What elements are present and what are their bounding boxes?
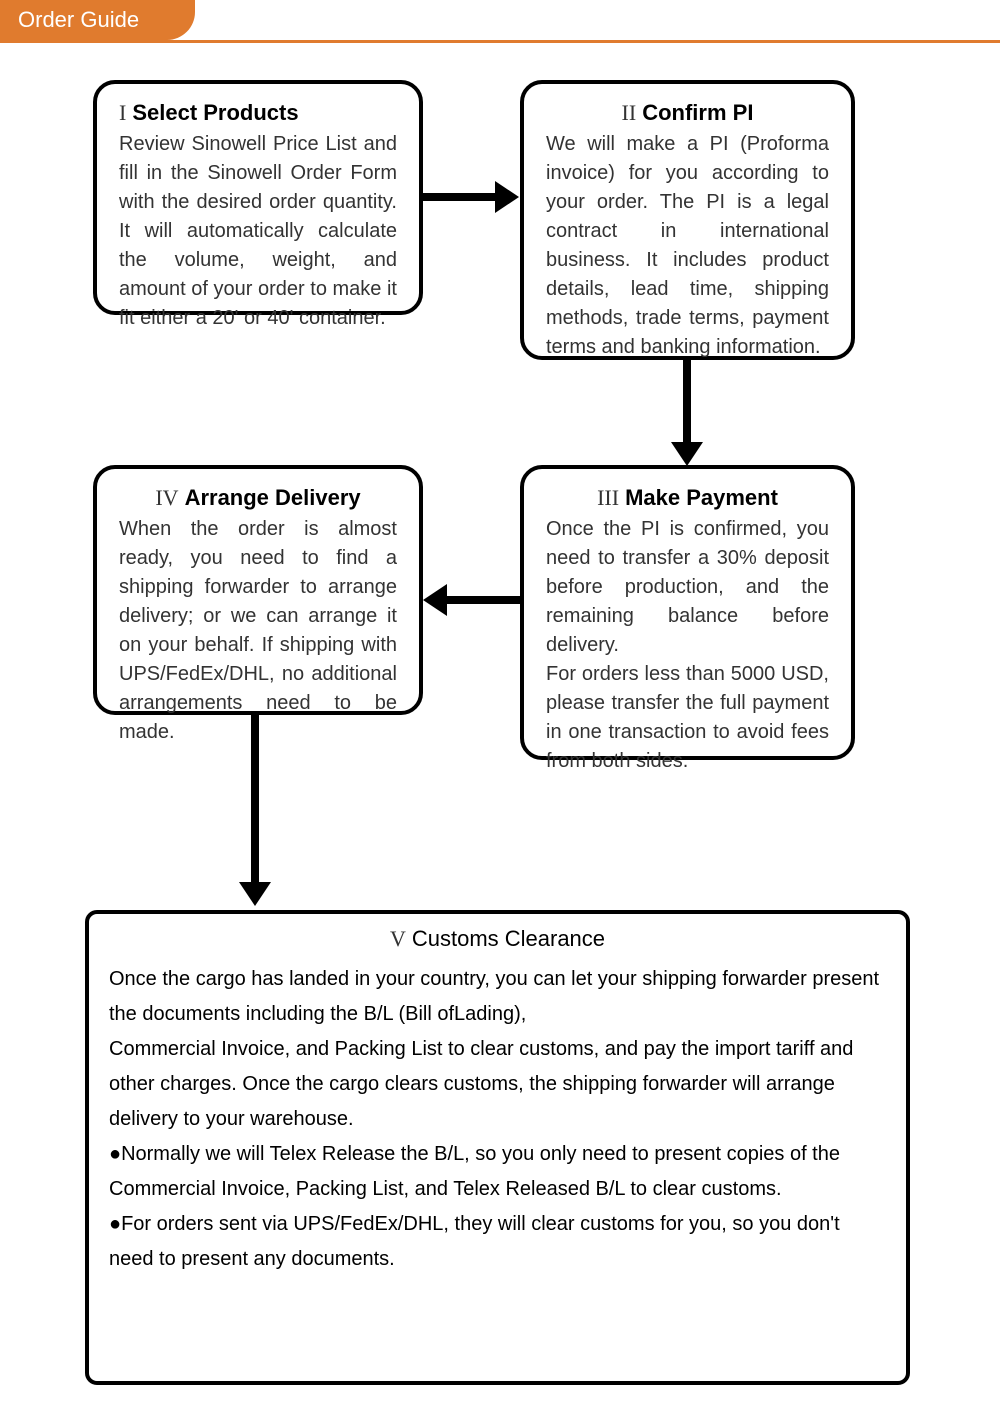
step-arrange-delivery: IVArrange Delivery When the order is alm… (93, 465, 423, 715)
step-title-text: Make Payment (625, 485, 778, 510)
step-title: III Make Payment (546, 485, 829, 511)
arrow-down-icon (683, 360, 691, 445)
step-body: Review Sinowell Price List and fill in t… (119, 130, 397, 333)
step-customs-clearance: VCustoms Clearance Once the cargo has la… (85, 910, 910, 1385)
header-title: Order Guide (18, 7, 139, 33)
step-numeral: III (597, 485, 619, 510)
header-tab: Order Guide (0, 0, 195, 40)
step-title: IV Arrange Delivery (119, 485, 397, 511)
step-title: ISelect Products (119, 100, 397, 126)
arrow-down-head-icon (671, 442, 703, 466)
arrow-down-head-icon (239, 882, 271, 906)
step-title-text: Select Products (132, 100, 298, 125)
arrow-down-icon (251, 715, 259, 885)
step-make-payment: IIIMake Payment Once the PI is confirmed… (520, 465, 855, 760)
step-title-text: Customs Clearance (412, 926, 605, 951)
step-numeral: I (119, 100, 126, 125)
arrow-right-icon (423, 193, 498, 201)
step-title-text: Arrange Delivery (185, 485, 361, 510)
step-numeral: II (622, 100, 637, 125)
step-select-products: ISelect Products Review Sinowell Price L… (93, 80, 423, 315)
arrow-right-head-icon (495, 181, 519, 213)
flowchart-canvas: ISelect Products Review Sinowell Price L… (85, 80, 910, 1400)
step-title: IIConfirm PI (546, 100, 829, 126)
step-body: Once the PI is confirmed, you need to tr… (546, 515, 829, 776)
arrow-left-icon (445, 596, 520, 604)
step-numeral: V (390, 926, 406, 951)
step-body: We will make a PI (Proforma invoice) for… (546, 130, 829, 362)
step-title: VCustoms Clearance (109, 926, 886, 952)
step-confirm-pi: IIConfirm PI We will make a PI (Proforma… (520, 80, 855, 360)
arrow-left-head-icon (423, 584, 447, 616)
header-underline (0, 40, 1000, 43)
step-body: Once the cargo has landed in your countr… (109, 962, 886, 1277)
step-body: When the order is almost ready, you need… (119, 515, 397, 747)
step-numeral: IV (155, 485, 178, 510)
step-title-text: Confirm PI (642, 100, 753, 125)
